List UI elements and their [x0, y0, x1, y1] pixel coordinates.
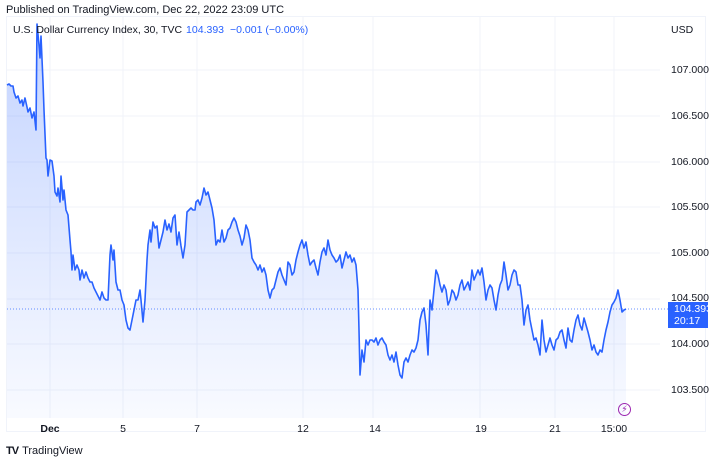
tradingview-mark-icon: TV [6, 445, 19, 457]
last-price-tag: 104.393 20:17 [668, 302, 712, 328]
chart-legend: U.S. Dollar Currency Index, 30, TVC 104.3… [13, 24, 308, 36]
x-tick: Dec [40, 423, 60, 435]
x-tick: 15:00 [600, 423, 628, 435]
lightning-event-icon[interactable]: ⚡︎ [618, 403, 631, 416]
price-line [6, 23, 627, 379]
x-tick: 14 [369, 423, 381, 435]
y-tick: 105.500 [671, 201, 709, 213]
y-tick: 104.000 [671, 338, 709, 350]
price-change: −0.001 (−0.00%) [230, 24, 309, 36]
tradingview-logo[interactable]: TV TradingView [6, 445, 83, 457]
y-tick: 104.500 [671, 292, 709, 304]
y-tick: 106.500 [671, 110, 709, 122]
x-tick: 21 [549, 423, 561, 435]
x-tick: 7 [194, 423, 200, 435]
last-price: 104.393 [186, 24, 225, 36]
brand-name: TradingView [22, 445, 83, 457]
currency-label: USD [671, 24, 694, 36]
price-tag-countdown: 20:17 [674, 315, 701, 327]
x-tick: 5 [120, 423, 126, 435]
y-tick: 106.000 [671, 156, 709, 168]
price-tag-value: 104.393 [674, 303, 712, 315]
x-tick: 12 [297, 423, 309, 435]
symbol-description: U.S. Dollar Currency Index, 30, TVC [13, 24, 183, 36]
published-note: Published on TradingView.com, Dec 22, 20… [6, 4, 285, 16]
y-tick: 105.000 [671, 247, 709, 259]
y-tick: 107.000 [671, 64, 709, 76]
x-tick: 19 [475, 423, 487, 435]
price-area [7, 24, 626, 418]
y-tick: 103.500 [671, 384, 709, 396]
chart-frame [6, 16, 706, 432]
